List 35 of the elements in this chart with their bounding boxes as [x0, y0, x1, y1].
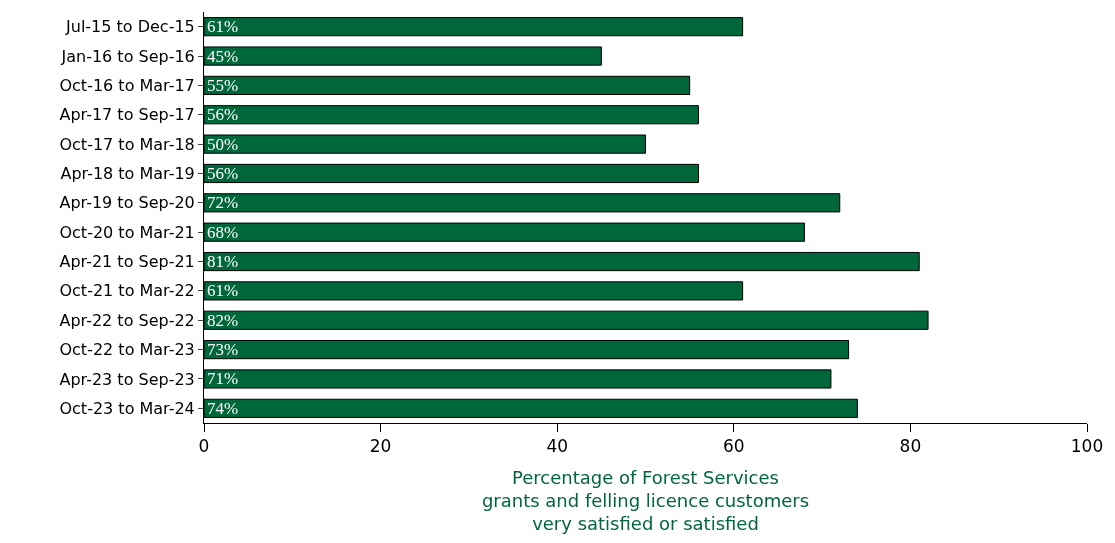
y-tick-label: Apr-17 to Sep-17 [59, 105, 195, 125]
data-label: 74% [207, 398, 239, 418]
x-tick-label: 20 [369, 436, 392, 457]
x-tick-label: 100 [1070, 436, 1104, 457]
y-tick-label: Apr-19 to Sep-20 [59, 193, 195, 213]
data-label: 50% [207, 134, 239, 154]
y-tick-label: Apr-18 to Mar-19 [60, 164, 195, 184]
y-tick-label: Oct-16 to Mar-17 [59, 75, 195, 95]
y-tick-label: Apr-22 to Sep-22 [59, 310, 195, 330]
y-tick-label: Oct-22 to Mar-23 [59, 340, 195, 360]
data-label: 61% [207, 17, 239, 37]
data-label: 61% [207, 281, 239, 301]
data-label: 82% [207, 310, 239, 330]
x-tick-label: 0 [198, 436, 210, 457]
data-label: 55% [207, 75, 239, 95]
data-label: 73% [207, 340, 239, 360]
y-tick-label: Oct-17 to Mar-18 [59, 134, 195, 154]
x-tick-label: 40 [546, 436, 569, 457]
data-label: 68% [207, 222, 239, 242]
x-tick-label: 60 [722, 436, 745, 457]
y-tick-label: Apr-21 to Sep-21 [59, 252, 195, 272]
data-label: 81% [207, 252, 239, 272]
data-label: 56% [207, 105, 239, 125]
data-label: 71% [207, 369, 239, 389]
y-tick-label: Oct-23 to Mar-24 [59, 398, 195, 418]
y-tick-label: Oct-21 to Mar-22 [59, 281, 195, 301]
y-tick-label: Jan-16 to Sep-16 [60, 46, 195, 66]
x-axis-title: Percentage of Forest Services grants and felling licence customers very satisfied or satisfied [481, 466, 810, 535]
y-tick-label: Apr-23 to Sep-23 [59, 369, 195, 389]
y-tick-label: Oct-20 to Mar-21 [59, 222, 195, 242]
data-label: 56% [207, 163, 239, 183]
x-tick-label: 80 [899, 436, 922, 457]
data-label: 45% [207, 46, 239, 66]
data-label: 72% [207, 193, 239, 213]
y-tick-label: Jul-15 to Dec-15 [65, 17, 195, 37]
